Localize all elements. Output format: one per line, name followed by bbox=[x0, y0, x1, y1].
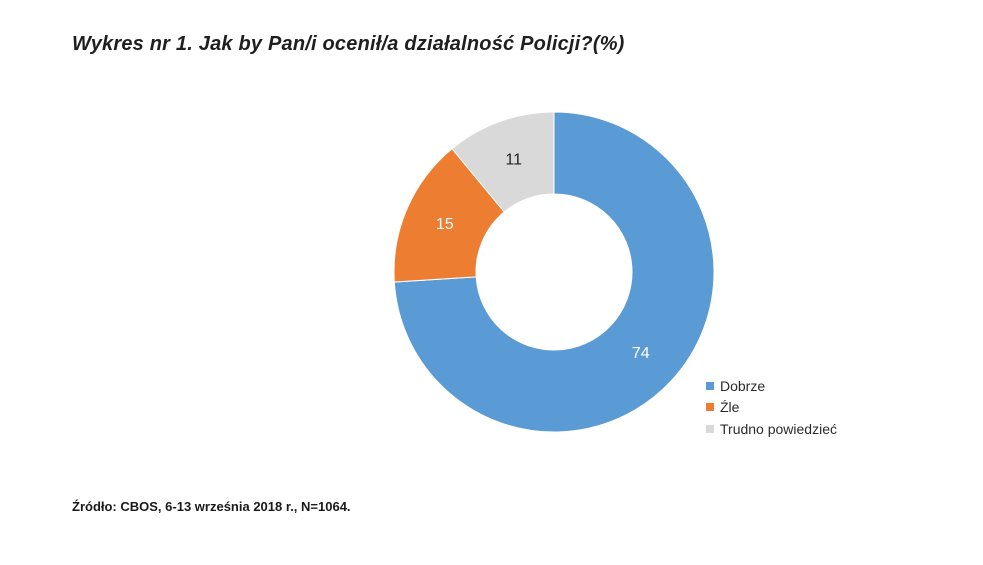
donut-slice-0 bbox=[393, 111, 715, 433]
slice-label-1: 15 bbox=[436, 216, 454, 233]
legend-swatch-0 bbox=[706, 381, 714, 390]
legend-item-1: Źle bbox=[706, 397, 837, 419]
legend-label-0: Dobrze bbox=[720, 377, 766, 394]
legend-item-0: Dobrze bbox=[706, 375, 837, 397]
slice-label-0: 74 bbox=[632, 345, 650, 362]
chart-legend: Dobrze Źle Trudno powiedzieć bbox=[706, 375, 837, 440]
legend-item-2: Trudno powiedzieć bbox=[706, 418, 837, 440]
legend-label-2: Trudno powiedzieć bbox=[720, 420, 837, 437]
legend-swatch-1 bbox=[706, 403, 714, 412]
legend-label-1: Źle bbox=[720, 399, 740, 416]
donut-slice-1 bbox=[393, 148, 505, 283]
source-note: Źródło: CBOS, 6-13 września 2018 r., N=1… bbox=[72, 499, 351, 514]
donut-slice-2 bbox=[451, 111, 555, 213]
chart-title: Wykres nr 1. Jak by Pan/i ocenił/a dział… bbox=[72, 33, 625, 55]
legend-swatch-2 bbox=[706, 424, 714, 433]
slice-label-2: 11 bbox=[505, 152, 522, 169]
